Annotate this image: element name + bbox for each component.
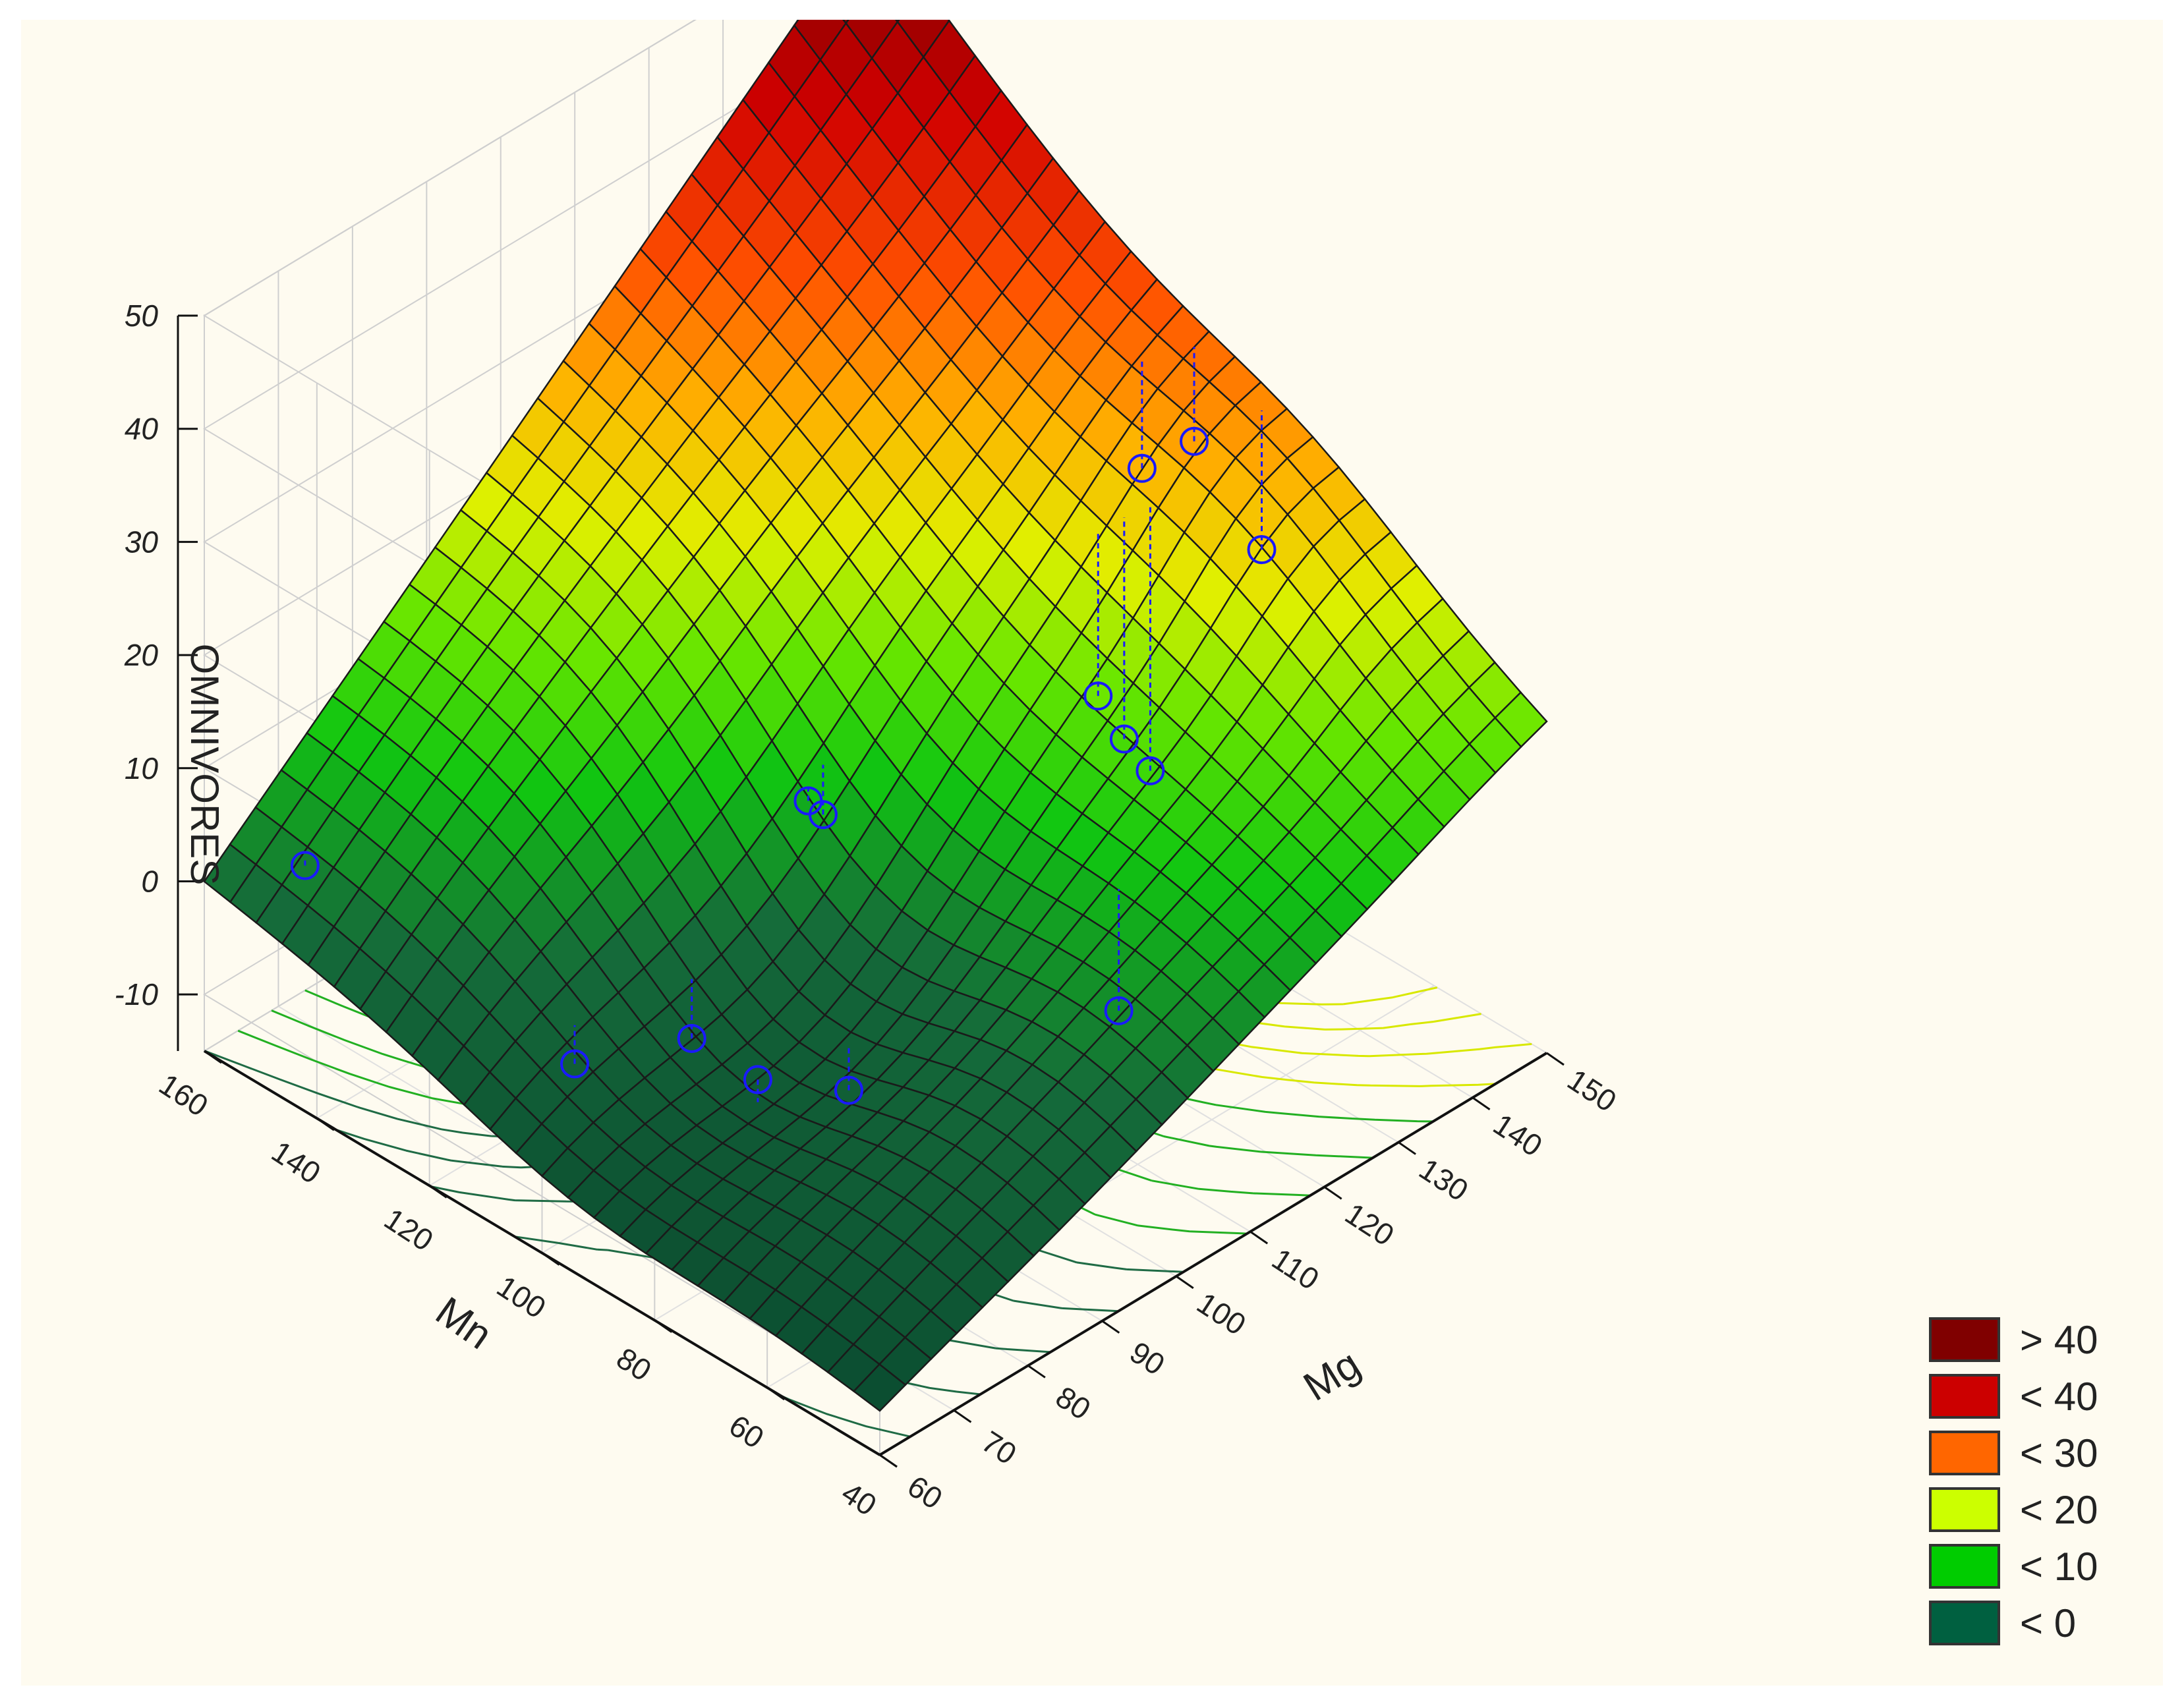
mn-tick-label: 100 [491, 1268, 552, 1324]
z-tick-label: 30 [125, 525, 159, 559]
mg-tick [1546, 1052, 1565, 1066]
mg-tick [1250, 1230, 1269, 1245]
surface-cell [852, 1363, 907, 1412]
mn-tick [654, 1319, 673, 1333]
legend-label: > 40 [2020, 1317, 2098, 1362]
legend-label: < 0 [2020, 1601, 2077, 1645]
legend-entry: < 20 [1929, 1481, 2153, 1538]
mg-axis-title: Mg [1296, 1342, 1368, 1410]
mg-tick [1398, 1141, 1416, 1155]
mn-tick [766, 1386, 786, 1401]
mg-tick-label: 150 [1561, 1062, 1623, 1118]
legend-entry: > 40 [1929, 1311, 2153, 1368]
legend-entry: < 0 [1929, 1595, 2153, 1651]
mg-tick-label: 140 [1487, 1107, 1549, 1163]
mg-tick [1472, 1096, 1491, 1111]
mg-tick-label: 80 [1050, 1379, 1097, 1426]
observation-point [1127, 453, 1157, 483]
legend: > 40 < 40 < 30 < 20 < 10 < 0 [1929, 1311, 2153, 1651]
legend-label: < 10 [2020, 1544, 2098, 1589]
legend-label: < 20 [2020, 1487, 2098, 1532]
legend-label: < 30 [2020, 1431, 2098, 1475]
response-surface [203, 20, 1548, 1412]
mn-tick-label: 60 [723, 1408, 770, 1455]
mn-tick [316, 1117, 335, 1131]
observation-point [677, 1023, 706, 1053]
z-tick-label: 10 [125, 751, 159, 785]
observation-point [1135, 756, 1165, 785]
observation-point [808, 800, 838, 830]
observation-point [290, 851, 320, 880]
legend-entry: < 30 [1929, 1425, 2153, 1481]
legend-label: < 40 [2020, 1374, 2098, 1419]
observation-point [743, 1065, 772, 1095]
observation-point [1180, 426, 1209, 456]
observation-point [1247, 535, 1277, 565]
z-tick-label: 20 [124, 638, 159, 672]
legend-swatch [1929, 1601, 2000, 1645]
mg-tick-label: 100 [1191, 1286, 1252, 1342]
observation-point [834, 1075, 863, 1105]
mg-tick [879, 1454, 898, 1468]
mg-axis-line [878, 1052, 1548, 1456]
mn-tick-label: 120 [378, 1201, 440, 1257]
mg-tick [1175, 1275, 1194, 1290]
chart-frame: 40 60 80 100 120 140 160 60 70 80 90 100 110 120 130 14… [21, 20, 2163, 1686]
observation-point [1083, 681, 1113, 711]
z-tick-label: 50 [125, 299, 159, 333]
observation-point [1109, 724, 1139, 754]
z-tick-label: 40 [125, 412, 159, 446]
legend-swatch [1929, 1544, 2000, 1589]
observation-points [290, 347, 1277, 1105]
mg-tick [953, 1409, 972, 1423]
mg-tick-label: 90 [1124, 1335, 1170, 1382]
mn-tick-label: 140 [266, 1134, 327, 1190]
observation-point [560, 1049, 590, 1079]
mg-tick [1101, 1320, 1120, 1334]
legend-swatch [1929, 1431, 2000, 1475]
observation-point [1104, 996, 1134, 1025]
mn-tick-label: 40 [836, 1475, 882, 1522]
legend-entry: < 40 [1929, 1368, 2153, 1425]
mn-tick [428, 1185, 447, 1199]
legend-swatch [1929, 1374, 2000, 1419]
mg-tick [1027, 1365, 1046, 1379]
mg-tick [1323, 1186, 1342, 1200]
legend-swatch [1929, 1487, 2000, 1532]
mg-tick-label: 130 [1413, 1151, 1474, 1207]
z-tick-label: 0 [141, 864, 158, 898]
z-tick-label: -10 [115, 977, 159, 1011]
mg-tick-label: 70 [976, 1424, 1023, 1471]
mg-tick-label: 120 [1339, 1196, 1400, 1252]
mn-tick [541, 1252, 560, 1266]
legend-swatch [1929, 1317, 2000, 1362]
mn-tick-label: 80 [610, 1341, 657, 1388]
mg-tick-label: 60 [902, 1469, 948, 1516]
mn-tick [204, 1050, 222, 1064]
legend-entry: < 10 [1929, 1538, 2153, 1595]
z-axis-title: OMNIVORES [183, 644, 227, 886]
mn-tick-label: 160 [153, 1067, 214, 1123]
mg-tick-label: 110 [1266, 1241, 1325, 1297]
mn-axis-title: Mn [428, 1288, 500, 1358]
surface-plot: 4060801001201401606070809010011012013014… [115, 20, 1623, 1522]
